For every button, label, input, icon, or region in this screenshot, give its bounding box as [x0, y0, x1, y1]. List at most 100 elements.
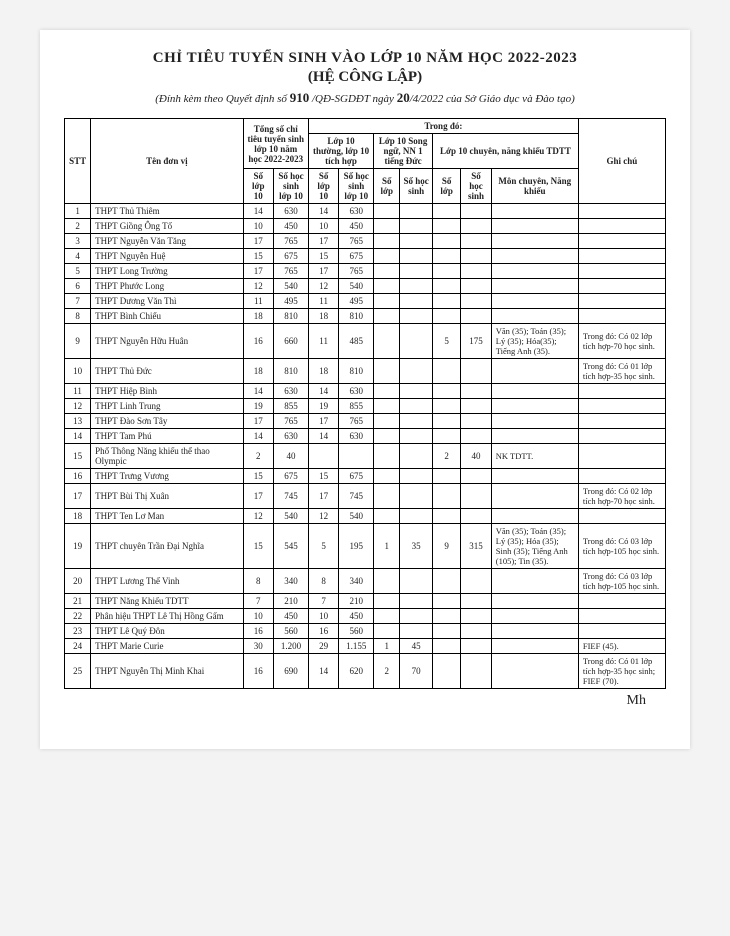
- cell-ghichu: Trong đó: Có 03 lớp tích hợp-105 học sin…: [578, 569, 665, 594]
- cell-ghichu: [578, 384, 665, 399]
- cell-chuyen-lop: [432, 309, 460, 324]
- cell-thuong-lop: 12: [308, 509, 338, 524]
- cell-ghichu: [578, 429, 665, 444]
- cell-stt: 12: [65, 399, 91, 414]
- cell-thuong-lop: 11: [308, 294, 338, 309]
- cell-chuyen-lop: [432, 359, 460, 384]
- cell-stt: 10: [65, 359, 91, 384]
- cell-thuong-hs: 450: [339, 609, 374, 624]
- cell-tong-lop: 16: [243, 324, 273, 359]
- cell-sn-hs: [400, 469, 433, 484]
- cell-chuyen-lop: [432, 624, 460, 639]
- cell-tong-lop: 7: [243, 594, 273, 609]
- cell-tong-hs: 340: [274, 569, 309, 594]
- cell-ten: THPT Thủ Thiêm: [91, 204, 243, 219]
- cell-chuyen-hs: [461, 294, 491, 309]
- cell-mon: [491, 279, 578, 294]
- cell-thuong-hs: 485: [339, 324, 374, 359]
- cell-tong-hs: 745: [274, 484, 309, 509]
- cell-mon: Văn (35); Toán (35); Lý (35); Hóa (35); …: [491, 524, 578, 569]
- cell-ten: Phân hiệu THPT Lê Thị Hồng Gấm: [91, 609, 243, 624]
- table-row: 12THPT Linh Trung1985519855: [65, 399, 666, 414]
- cell-ten: Phổ Thông Năng khiếu thể thao Olympic: [91, 444, 243, 469]
- cell-sn-hs: [400, 294, 433, 309]
- cell-tong-lop: 11: [243, 294, 273, 309]
- cell-thuong-lop: 10: [308, 219, 338, 234]
- cell-thuong-lop: 12: [308, 279, 338, 294]
- cell-thuong-hs: 620: [339, 654, 374, 689]
- cell-thuong-lop: [308, 444, 338, 469]
- table-row: 9THPT Nguyễn Hữu Huân16660114855175Văn (…: [65, 324, 666, 359]
- cell-tong-lop: 15: [243, 249, 273, 264]
- cell-chuyen-hs: [461, 249, 491, 264]
- cell-stt: 8: [65, 309, 91, 324]
- cell-thuong-hs: 810: [339, 309, 374, 324]
- cell-sn-hs: [400, 309, 433, 324]
- cell-chuyen-lop: [432, 204, 460, 219]
- cell-thuong-hs: 810: [339, 359, 374, 384]
- cell-stt: 21: [65, 594, 91, 609]
- cell-sn-hs: [400, 444, 433, 469]
- cell-mon: Văn (35); Toán (35); Lý (35); Hóa(35); T…: [491, 324, 578, 359]
- cell-chuyen-hs: [461, 624, 491, 639]
- title-line-2: (HỆ CÔNG LẬP): [64, 69, 666, 86]
- cell-thuong-hs: 495: [339, 294, 374, 309]
- cell-sn-hs: [400, 414, 433, 429]
- cell-mon: [491, 264, 578, 279]
- cell-sn-hs: [400, 569, 433, 594]
- cell-tong-hs: 765: [274, 264, 309, 279]
- cell-sn-hs: [400, 249, 433, 264]
- cell-ten: THPT Marie Curie: [91, 639, 243, 654]
- cell-ten: THPT Lương Thế Vinh: [91, 569, 243, 594]
- cell-tong-lop: 14: [243, 204, 273, 219]
- cell-stt: 14: [65, 429, 91, 444]
- cell-chuyen-hs: [461, 359, 491, 384]
- cell-ten: THPT Nguyễn Thị Minh Khai: [91, 654, 243, 689]
- cell-chuyen-lop: [432, 234, 460, 249]
- cell-sn-hs: [400, 429, 433, 444]
- cell-sn-lop: [374, 624, 400, 639]
- cell-ghichu: Trong đó: Có 02 lớp tích hợp-70 học sinh…: [578, 484, 665, 509]
- cell-sn-hs: [400, 219, 433, 234]
- cell-mon: [491, 624, 578, 639]
- cell-tong-hs: 660: [274, 324, 309, 359]
- cell-ghichu: [578, 204, 665, 219]
- table-row: 18THPT Ten Lơ Man1254012540: [65, 509, 666, 524]
- cell-mon: [491, 429, 578, 444]
- cell-thuong-lop: 18: [308, 359, 338, 384]
- cell-stt: 1: [65, 204, 91, 219]
- cell-thuong-hs: 540: [339, 279, 374, 294]
- cell-ghichu: [578, 509, 665, 524]
- cell-thuong-hs: 630: [339, 384, 374, 399]
- cell-mon: [491, 384, 578, 399]
- cell-tong-lop: 18: [243, 309, 273, 324]
- cell-chuyen-hs: [461, 654, 491, 689]
- cell-chuyen-hs: [461, 219, 491, 234]
- cell-tong-hs: 675: [274, 249, 309, 264]
- cell-thuong-lop: 17: [308, 264, 338, 279]
- cell-tong-hs: 630: [274, 429, 309, 444]
- cell-thuong-lop: 29: [308, 639, 338, 654]
- cell-sn-lop: [374, 594, 400, 609]
- cell-mon: [491, 294, 578, 309]
- cell-stt: 18: [65, 509, 91, 524]
- cell-thuong-hs: 450: [339, 219, 374, 234]
- th-sohs-sn: Số học sinh: [400, 169, 433, 204]
- table-row: 1THPT Thủ Thiêm1463014630: [65, 204, 666, 219]
- cell-sn-lop: [374, 484, 400, 509]
- cell-ten: THPT Trưng Vương: [91, 469, 243, 484]
- cell-sn-lop: 1: [374, 524, 400, 569]
- cell-tong-hs: 450: [274, 609, 309, 624]
- cell-stt: 9: [65, 324, 91, 359]
- cell-thuong-lop: 17: [308, 414, 338, 429]
- cell-stt: 16: [65, 469, 91, 484]
- cell-chuyen-lop: 9: [432, 524, 460, 569]
- cell-thuong-lop: 19: [308, 399, 338, 414]
- table-row: 23THPT Lê Quý Đôn1656016560: [65, 624, 666, 639]
- cell-chuyen-lop: [432, 399, 460, 414]
- th-sohs10-b: Số học sinh lớp 10: [339, 169, 374, 204]
- cell-sn-lop: [374, 469, 400, 484]
- cell-tong-hs: 450: [274, 219, 309, 234]
- cell-ten: THPT Năng Khiếu TDTT: [91, 594, 243, 609]
- cell-ten: THPT Nguyễn Huệ: [91, 249, 243, 264]
